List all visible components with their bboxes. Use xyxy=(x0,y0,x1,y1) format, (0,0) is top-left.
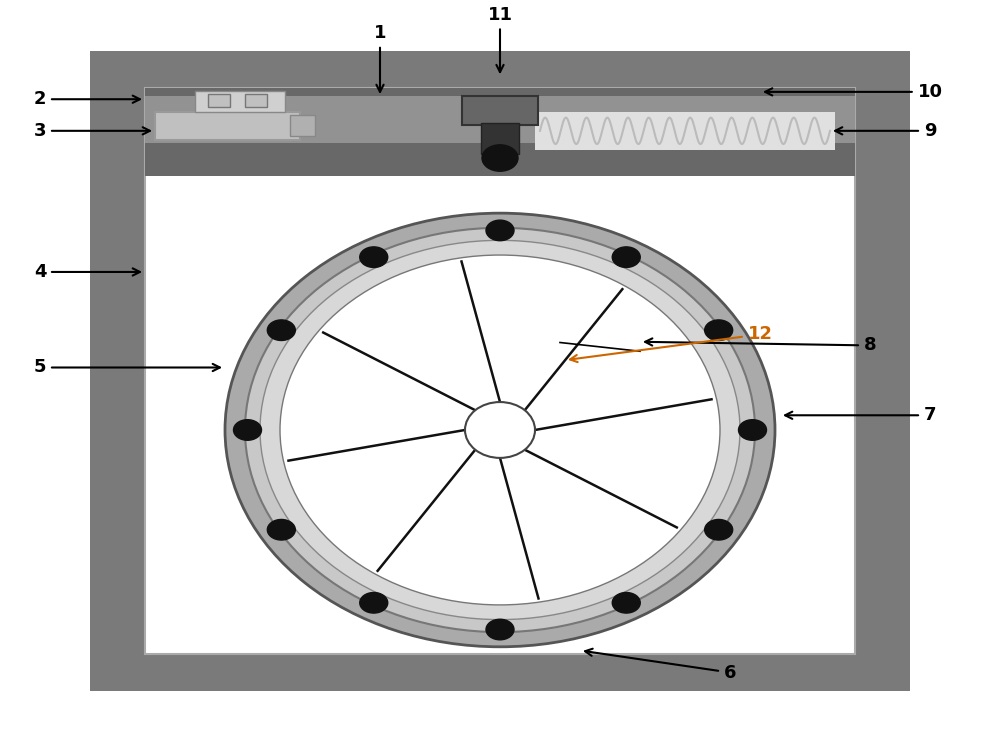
Bar xyxy=(145,96,855,143)
Ellipse shape xyxy=(465,402,535,458)
Circle shape xyxy=(267,320,295,340)
Circle shape xyxy=(612,592,640,613)
Text: 1: 1 xyxy=(374,24,386,92)
Text: 7: 7 xyxy=(785,406,936,424)
Bar xyxy=(145,88,855,176)
Bar xyxy=(481,123,519,154)
Text: 12: 12 xyxy=(570,326,772,362)
Bar xyxy=(535,112,835,150)
Text: 3: 3 xyxy=(34,122,150,140)
Bar xyxy=(155,112,300,140)
Circle shape xyxy=(738,420,767,440)
Ellipse shape xyxy=(280,255,720,605)
Bar xyxy=(245,94,267,107)
Text: 5: 5 xyxy=(34,359,220,376)
Text: 11: 11 xyxy=(488,6,512,72)
Circle shape xyxy=(234,420,262,440)
Circle shape xyxy=(486,220,514,241)
Bar xyxy=(90,51,910,691)
Circle shape xyxy=(360,592,388,613)
Text: 10: 10 xyxy=(765,83,942,101)
Circle shape xyxy=(612,247,640,268)
Bar xyxy=(290,115,315,136)
Circle shape xyxy=(705,320,733,340)
Ellipse shape xyxy=(260,240,740,620)
Ellipse shape xyxy=(245,228,755,632)
Text: 8: 8 xyxy=(645,337,876,354)
Bar xyxy=(145,88,855,654)
Ellipse shape xyxy=(225,213,775,647)
Text: 6: 6 xyxy=(585,649,736,681)
Bar xyxy=(208,94,230,107)
Circle shape xyxy=(360,247,388,268)
Circle shape xyxy=(482,145,518,171)
Text: 9: 9 xyxy=(835,122,936,140)
Bar xyxy=(195,91,285,112)
Text: 2: 2 xyxy=(34,90,140,108)
Circle shape xyxy=(705,520,733,540)
Text: 4: 4 xyxy=(34,263,140,281)
Circle shape xyxy=(267,520,295,540)
Circle shape xyxy=(486,619,514,639)
Bar xyxy=(462,96,538,125)
